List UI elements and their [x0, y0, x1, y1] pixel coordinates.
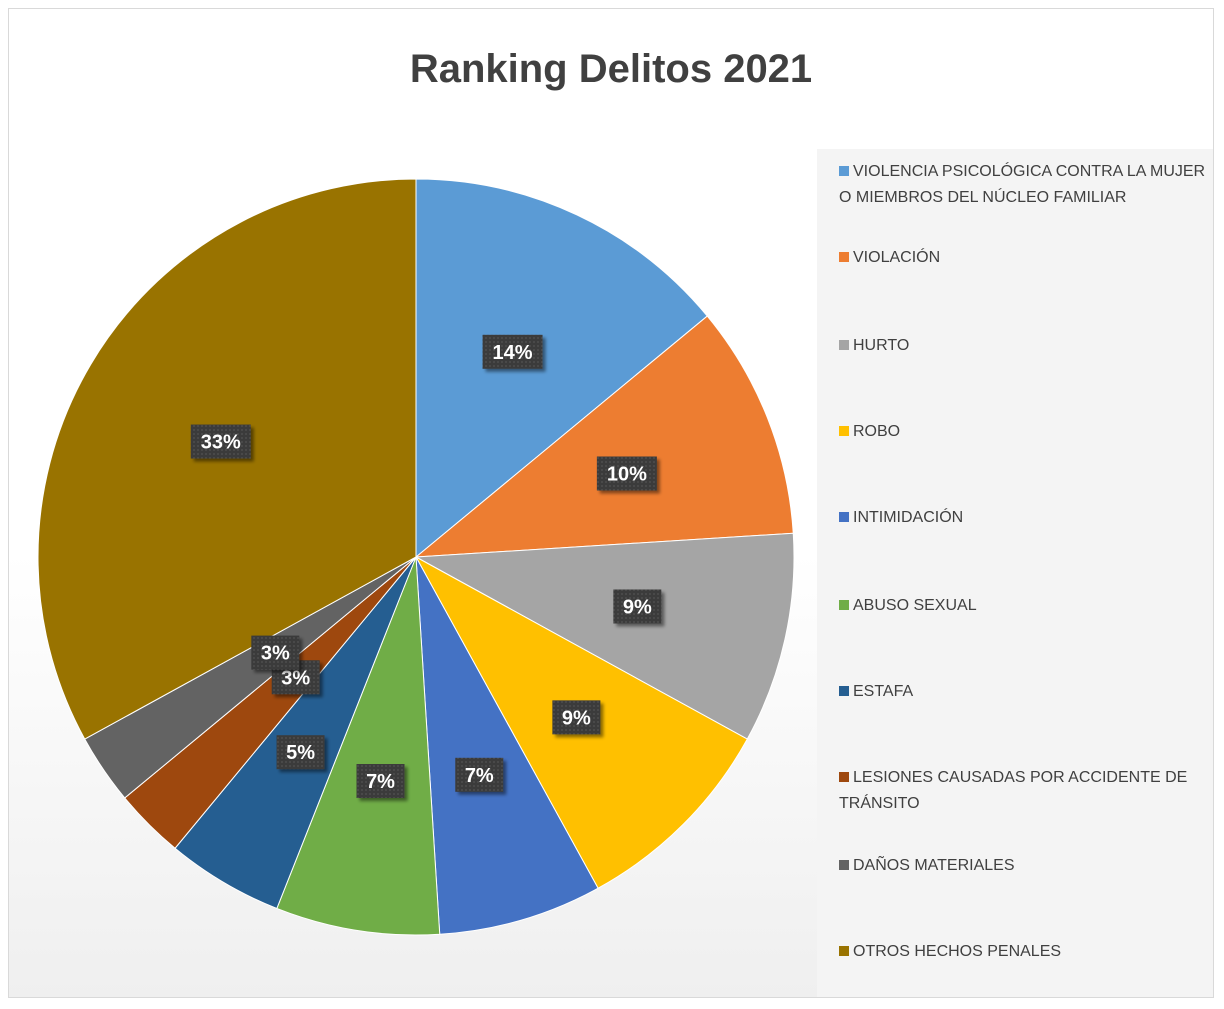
- data-label: 3%: [251, 635, 300, 670]
- legend-label: OTROS HECHOS PENALES: [853, 943, 1062, 960]
- data-label: 7%: [356, 764, 405, 799]
- pie-slice: [415, 178, 708, 559]
- data-label-box: [251, 635, 300, 670]
- legend-swatch: [839, 426, 849, 436]
- data-label: 9%: [613, 589, 662, 624]
- data-label: 14%: [482, 334, 543, 369]
- data-label-text: 9%: [562, 707, 591, 729]
- data-label-box: [596, 456, 657, 491]
- pie-slice: [37, 178, 417, 740]
- legend-label: ESTAFA: [853, 683, 914, 700]
- data-label-text: 9%: [623, 596, 652, 618]
- legend-item: DAÑOS MATERIALES: [839, 853, 1211, 879]
- legend-label: HURTO: [853, 337, 910, 354]
- legend-swatch: [839, 252, 849, 262]
- pie-chart: 14% 10% 9% 9% 7% 7% 5% 3%3% 33%: [37, 178, 795, 936]
- data-label-text: 3%: [281, 667, 310, 689]
- legend-label: VIOLACIÓN: [853, 249, 941, 266]
- legend-label: LESIONES CAUSADAS POR ACCIDENTE DE TRÁNS…: [839, 769, 1188, 812]
- data-label-text: 7%: [465, 765, 494, 787]
- legend-label: VIOLENCIA PSICOLÓGICA CONTRA LA MUJER O …: [839, 163, 1206, 206]
- data-label-box: [356, 764, 405, 799]
- data-label: 33%: [190, 424, 251, 459]
- chart-title: Ranking Delitos 2021: [409, 47, 813, 91]
- legend-swatch: [839, 600, 849, 610]
- legend-label: INTIMIDACIÓN: [853, 509, 964, 526]
- legend-item: VIOLENCIA PSICOLÓGICA CONTRA LA MUJER O …: [839, 159, 1211, 211]
- data-label-text: 5%: [286, 742, 315, 764]
- legend-item: ABUSO SEXUAL: [839, 593, 1211, 619]
- legend-swatch: [839, 686, 849, 696]
- chart-area: 14% 10% 9% 9% 7% 7% 5% 3% 3% 33% Ranking Delitos …: [8, 8, 1214, 998]
- pie-slice: [414, 532, 795, 740]
- legend-swatch: [839, 512, 849, 522]
- legend: VIOLENCIA PSICOLÓGICA CONTRA LA MUJER O …: [817, 149, 1213, 997]
- data-label: 10%: [596, 456, 657, 491]
- data-label-box: [276, 735, 325, 770]
- data-label-text: 14%: [493, 342, 533, 364]
- pie-slice: [276, 556, 441, 936]
- data-label-box: [613, 589, 662, 624]
- data-label-text: 7%: [366, 771, 395, 793]
- legend-label: ROBO: [853, 423, 901, 440]
- legend-item: LESIONES CAUSADAS POR ACCIDENTE DE TRÁNS…: [839, 765, 1211, 817]
- legend-swatch: [839, 340, 849, 350]
- data-label-box: [482, 334, 543, 369]
- legend-swatch: [839, 166, 849, 176]
- data-label-box: [552, 700, 601, 735]
- legend-swatch: [839, 946, 849, 956]
- legend-item: HURTO: [839, 333, 1211, 359]
- data-label-box: [455, 757, 504, 792]
- legend-item: OTROS HECHOS PENALES: [839, 939, 1211, 965]
- legend-label: ABUSO SEXUAL: [853, 597, 977, 614]
- legend-swatch: [839, 772, 849, 782]
- legend-item: INTIMIDACIÓN: [839, 505, 1211, 531]
- legend-swatch: [839, 860, 849, 870]
- data-label: 9%: [552, 700, 601, 735]
- legend-item: ROBO: [839, 419, 1211, 445]
- legend-item: VIOLACIÓN: [839, 245, 1211, 271]
- data-label-text: 10%: [607, 464, 647, 486]
- data-label: 7%: [455, 757, 504, 792]
- pie-slice: [415, 556, 599, 935]
- legend-label: DAÑOS MATERIALES: [853, 857, 1015, 874]
- data-label-text: 33%: [201, 432, 241, 454]
- legend-item: ESTAFA: [839, 679, 1211, 705]
- data-label-text: 3%: [261, 643, 290, 665]
- pie-slice: [414, 315, 794, 558]
- data-label-box: [190, 424, 251, 459]
- data-label: 5%: [276, 735, 325, 770]
